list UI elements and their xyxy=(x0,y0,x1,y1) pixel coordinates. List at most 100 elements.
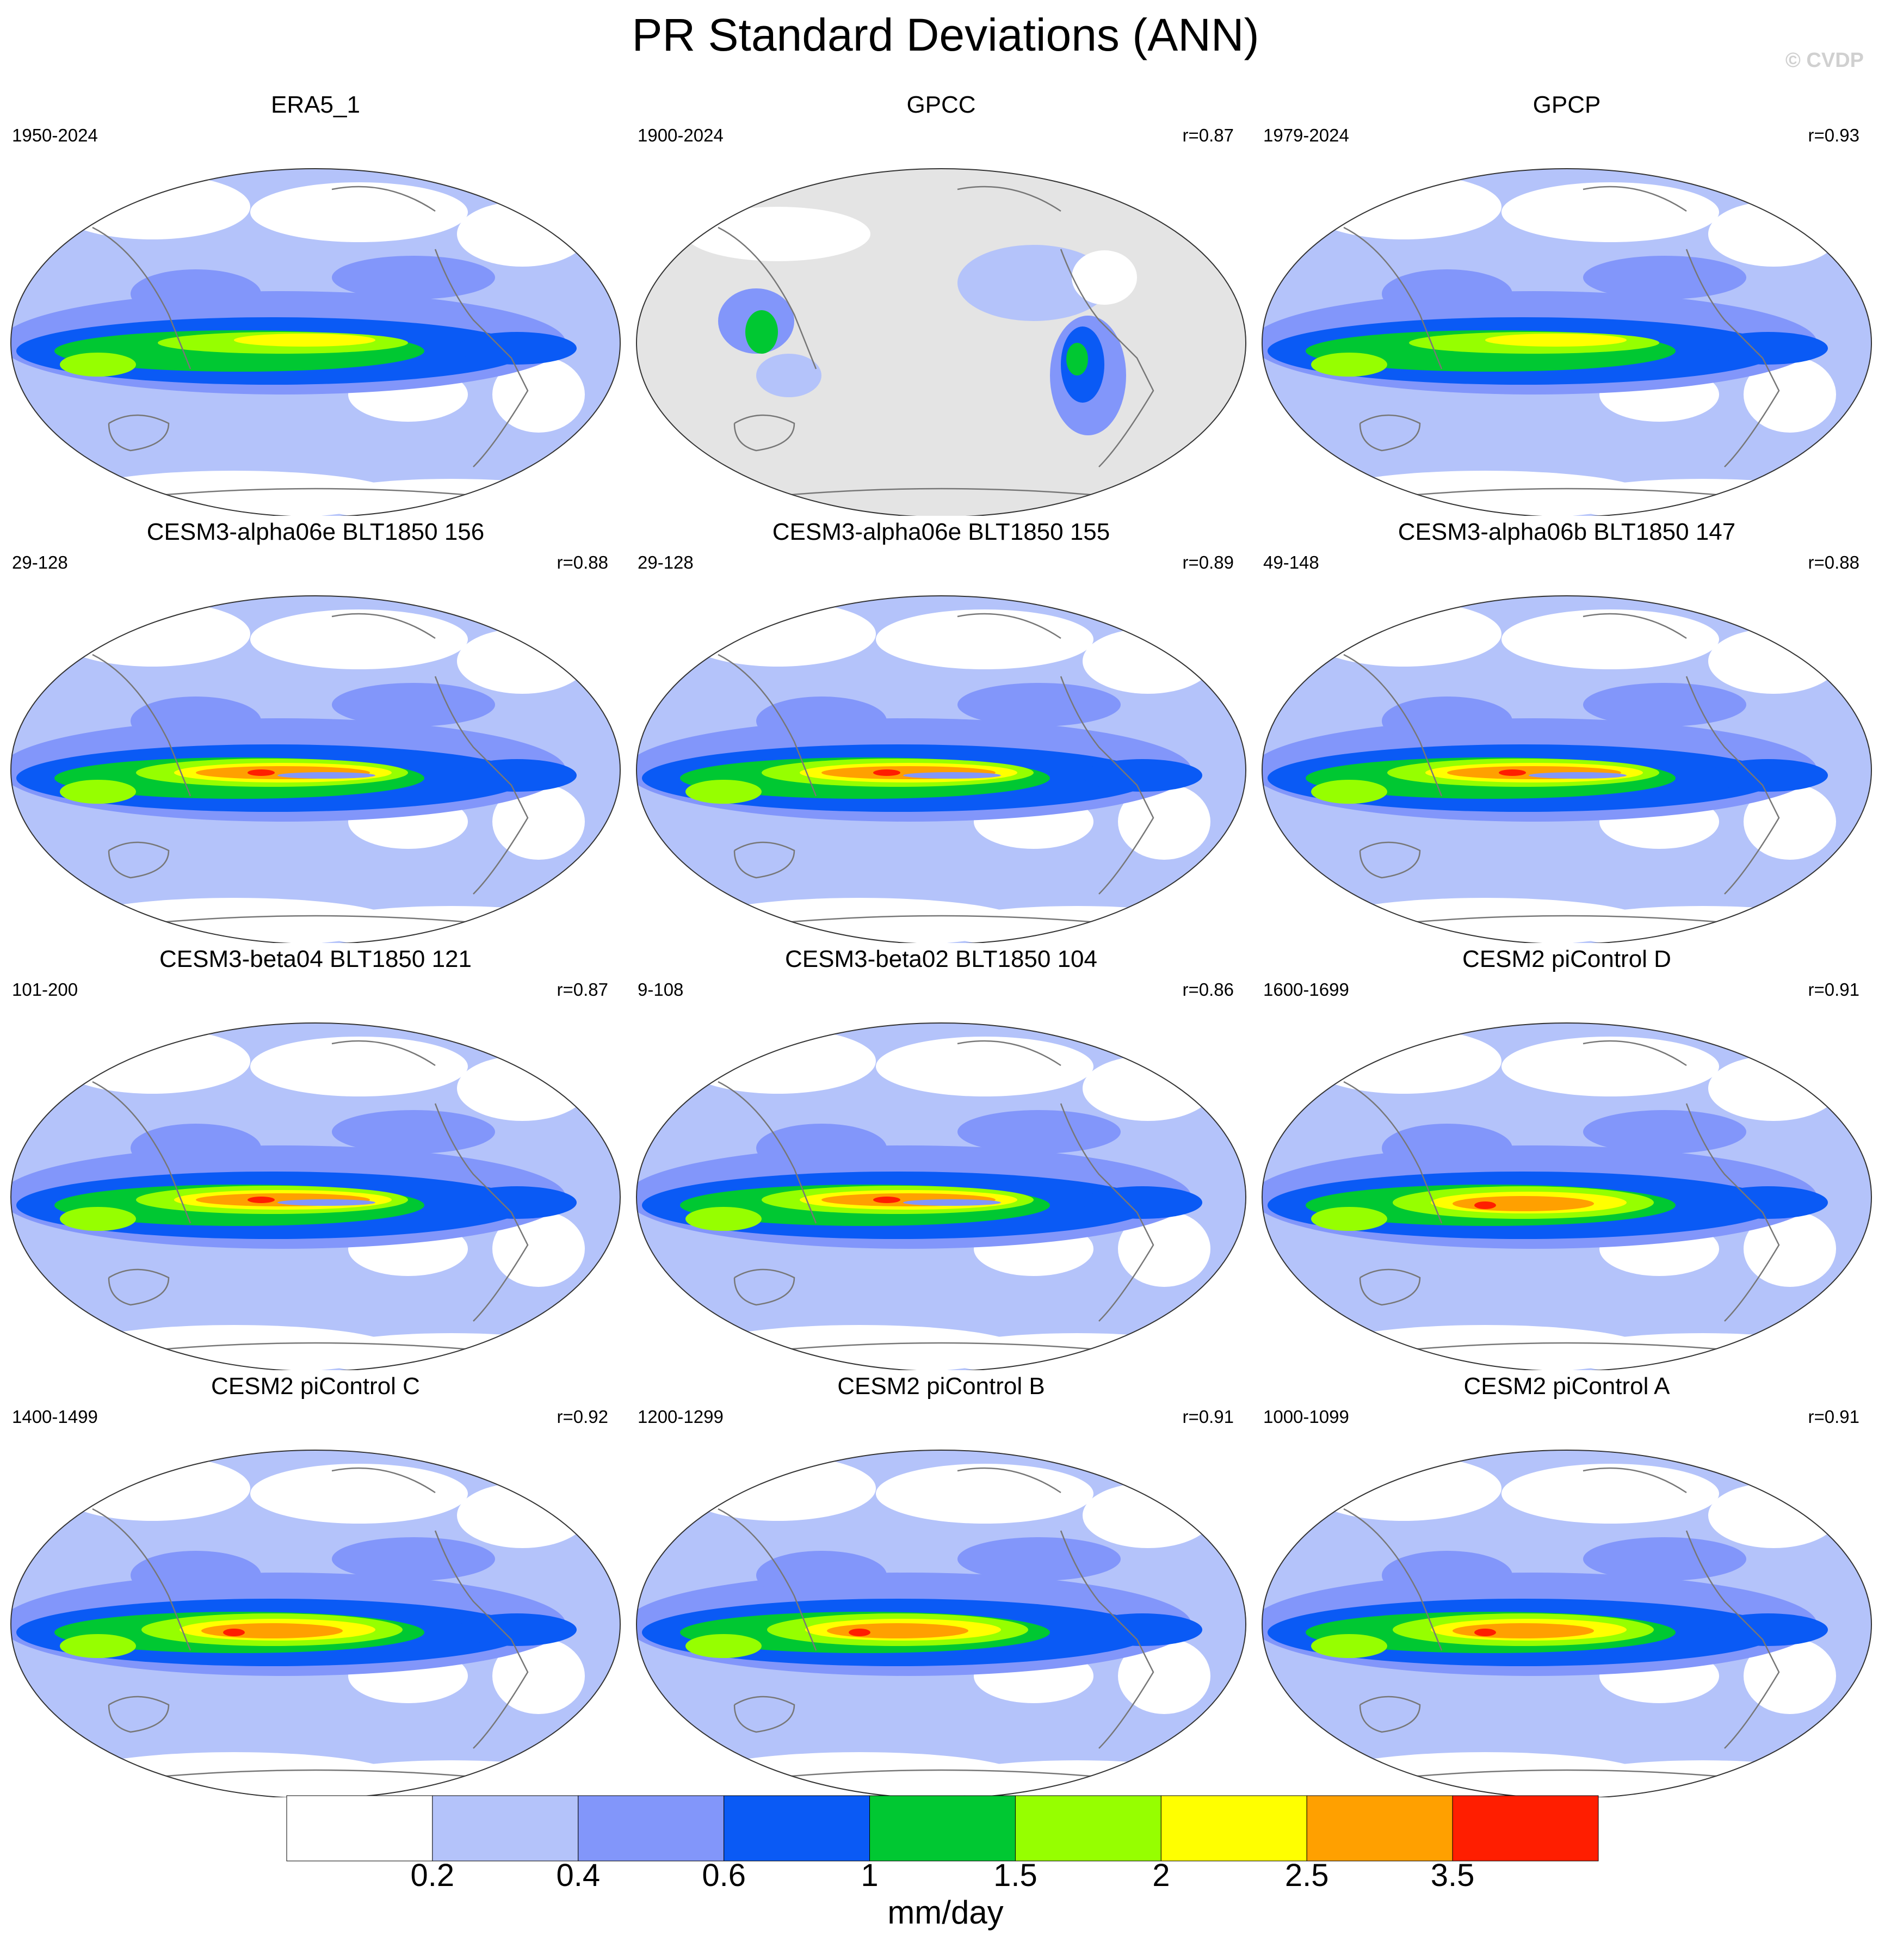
coastline xyxy=(718,613,1154,928)
dry-zone xyxy=(1501,182,1719,242)
map-panel: GPCC 1900-2024 r=0.87 xyxy=(631,86,1251,516)
cold-tongue xyxy=(903,772,1001,779)
coastline xyxy=(92,186,529,501)
dry-zone xyxy=(492,1638,585,1714)
watermark: © CVDP xyxy=(1785,49,1864,72)
panel-title: CESM3-alpha06b BLT1850 147 xyxy=(1398,519,1736,545)
precip-band xyxy=(1583,1537,1746,1581)
panel-correlation: r=0.91 xyxy=(1182,1407,1234,1427)
precip-band xyxy=(1382,697,1512,745)
precip-band xyxy=(1708,1186,1828,1219)
panel-correlation: r=0.93 xyxy=(1808,125,1860,145)
precip-core xyxy=(1453,1196,1594,1211)
precip-band xyxy=(1382,269,1512,318)
map-panel: CESM2 piControl D 1600-1699 r=0.91 xyxy=(1257,940,1877,1370)
globe-outline xyxy=(636,168,1246,516)
globe-outline xyxy=(636,595,1246,943)
dry-zone xyxy=(457,1056,588,1121)
colorbar-swatch xyxy=(1452,1795,1599,1862)
colorbar-tick-label: 2.5 xyxy=(1284,1858,1329,1893)
precip-band xyxy=(131,697,261,745)
dry-zone xyxy=(250,1037,468,1096)
globe-outline xyxy=(10,1022,621,1370)
globe-outline xyxy=(10,168,621,516)
panel-title: CESM2 piControl D xyxy=(1462,946,1671,972)
panel-title: CESM3-alpha06e BLT1850 156 xyxy=(146,519,485,545)
panel-years: 1400-1499 xyxy=(12,1407,98,1427)
dry-zone xyxy=(1708,1056,1839,1121)
precip-band xyxy=(957,683,1121,726)
map-panel: CESM3-beta04 BLT1850 121 101-200 r=0.87 xyxy=(5,940,626,1370)
precip-core xyxy=(685,1634,762,1658)
precip-band xyxy=(1083,759,1202,792)
precip-map xyxy=(636,168,1246,516)
panel-correlation: r=0.87 xyxy=(557,979,609,1000)
colorbar-swatch xyxy=(432,1795,579,1862)
precip-band xyxy=(1708,1613,1828,1646)
dry-zone xyxy=(457,628,588,694)
coastline xyxy=(92,1040,529,1355)
precip-max xyxy=(873,769,900,776)
panel-title: CESM2 piControl C xyxy=(211,1373,420,1400)
precip-band xyxy=(332,256,495,299)
precip-band xyxy=(1382,1551,1512,1600)
colorbar-swatch xyxy=(1306,1795,1453,1862)
dry-zone xyxy=(876,1037,1093,1096)
panel-years: 29-128 xyxy=(638,552,694,572)
precip-map xyxy=(636,595,1246,943)
precip-map xyxy=(1262,1450,1872,1797)
precip-core xyxy=(60,780,136,804)
map-panel: CESM3-beta02 BLT1850 104 9-108 r=0.86 xyxy=(631,940,1251,1370)
precip-max xyxy=(1474,1629,1496,1636)
precip-core xyxy=(60,1207,136,1231)
panel-years: 101-200 xyxy=(12,979,78,1000)
precip-band xyxy=(457,1186,577,1219)
precip-max xyxy=(1499,769,1526,776)
globe-outline xyxy=(1262,1022,1872,1370)
dry-zone xyxy=(1708,201,1839,267)
coastline xyxy=(718,1040,1154,1355)
precip-band xyxy=(756,1124,887,1173)
panel-years: 1000-1099 xyxy=(1263,1407,1349,1427)
precip-band xyxy=(1382,1124,1512,1173)
precip-band xyxy=(457,1613,577,1646)
precip-core xyxy=(60,353,136,377)
precip-band xyxy=(131,1124,261,1173)
dry-zone xyxy=(1501,1464,1719,1524)
colorbar-tick-label: 1.5 xyxy=(993,1858,1037,1893)
coastline xyxy=(92,1467,529,1782)
coastline xyxy=(1343,1040,1780,1355)
precip-map xyxy=(10,595,621,943)
precip-band xyxy=(131,269,261,318)
dry-land xyxy=(1072,250,1137,305)
dry-zone xyxy=(1118,1638,1210,1714)
precip-core xyxy=(1311,780,1387,804)
colorbar-tick-label: 0.4 xyxy=(556,1858,601,1893)
dry-zone xyxy=(1744,356,1836,433)
colorbar-swatch xyxy=(1160,1795,1307,1862)
colorbar-swatch xyxy=(286,1795,433,1862)
precip-map xyxy=(1262,1022,1872,1370)
panel-correlation: r=0.91 xyxy=(1808,1407,1860,1427)
precip-max xyxy=(223,1629,245,1636)
dry-zone xyxy=(250,182,468,242)
precip-core xyxy=(685,1207,762,1231)
panel-title: ERA5_1 xyxy=(271,91,360,118)
dry-zone xyxy=(1708,628,1839,694)
map-panel: CESM2 piControl A 1000-1099 r=0.91 xyxy=(1257,1367,1877,1797)
globe-outline xyxy=(1262,595,1872,943)
colorbar-swatch xyxy=(869,1795,1016,1862)
dry-zone xyxy=(876,1464,1093,1524)
coastline xyxy=(1343,186,1780,501)
precip-band xyxy=(457,332,577,365)
cold-tongue xyxy=(1529,772,1627,779)
panel-title: CESM2 piControl B xyxy=(837,1373,1045,1400)
colorbar-swatch xyxy=(724,1795,870,1862)
panel-title: CESM3-beta04 BLT1850 121 xyxy=(159,946,472,972)
panel-title: CESM2 piControl A xyxy=(1463,1373,1670,1400)
cold-tongue xyxy=(903,1199,1001,1206)
colorbar-tick-label: 0.6 xyxy=(702,1858,746,1893)
precip-band xyxy=(957,1537,1121,1581)
map-panel: GPCP 1979-2024 r=0.93 xyxy=(1257,86,1877,516)
dry-zone xyxy=(1744,1638,1836,1714)
